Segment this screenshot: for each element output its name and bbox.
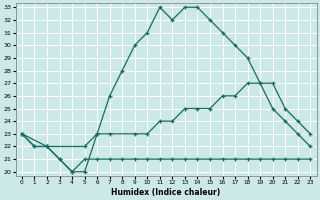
X-axis label: Humidex (Indice chaleur): Humidex (Indice chaleur) [111,188,221,197]
